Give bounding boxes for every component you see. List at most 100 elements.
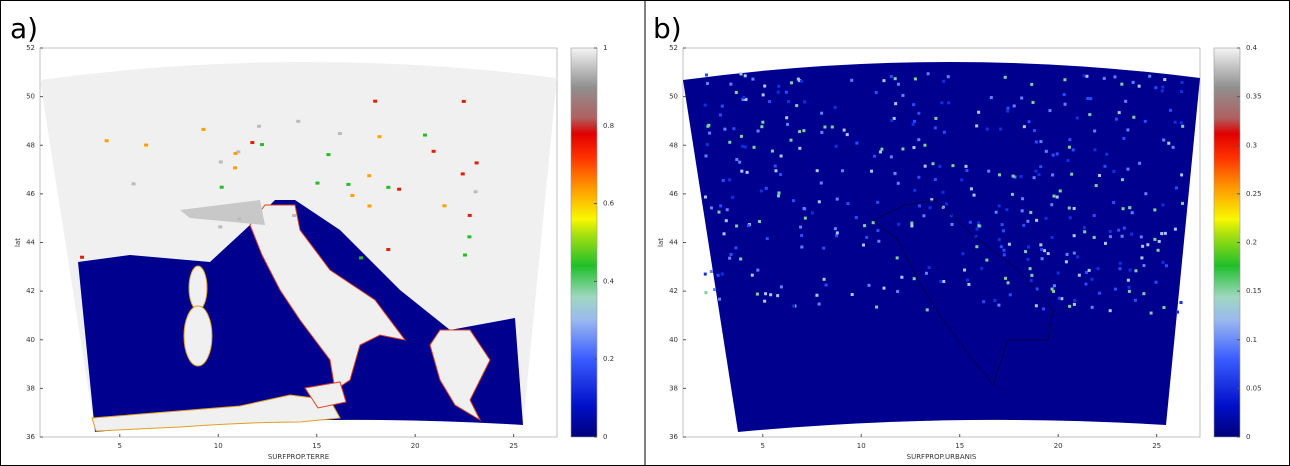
urban-pixel [1039, 243, 1043, 247]
y-axis-label: lat [657, 238, 665, 247]
urban-pixel [924, 271, 928, 275]
urban-pixel [1058, 189, 1062, 193]
urban-pixel [1098, 173, 1102, 177]
land-pixel [326, 153, 331, 157]
colorbar-tick-label: 0.1 [1246, 336, 1257, 344]
urban-pixel [721, 178, 725, 182]
urban-pixel [997, 204, 1001, 208]
urban-pixel [875, 305, 879, 309]
urban-pixel [842, 128, 846, 132]
urban-pixel [1011, 174, 1015, 178]
urban-pixel [773, 164, 777, 168]
y-tick-label: 48 [669, 141, 678, 149]
urban-pixel [704, 291, 708, 295]
land-pixel [373, 99, 378, 103]
urban-pixel [744, 97, 748, 101]
urban-pixel [1057, 296, 1061, 300]
urban-pixel [789, 138, 793, 142]
urban-pixel [926, 72, 930, 76]
urban-pixel [1140, 256, 1144, 260]
land-pixel [236, 150, 241, 154]
y-tick-label: 46 [26, 190, 35, 198]
urban-pixel [901, 93, 905, 97]
urban-pixel [1037, 173, 1041, 177]
x-axis-label: SURFPROP.URBANIS [907, 453, 977, 461]
urban-pixel [1124, 99, 1128, 103]
urban-pixel [1090, 305, 1094, 309]
urban-pixel [777, 191, 781, 195]
urban-pixel [1142, 292, 1146, 296]
land-pixel [442, 204, 447, 208]
urban-pixel [787, 100, 791, 104]
urban-pixel [911, 122, 915, 126]
urban-pixel [1180, 173, 1184, 177]
urban-pixel [1046, 252, 1050, 256]
urban-pixel [940, 101, 944, 105]
urban-pixel [1093, 148, 1097, 152]
urban-pixel [741, 144, 745, 148]
urban-pixel [740, 169, 744, 173]
urban-pixel [1167, 141, 1171, 145]
urban-pixel [819, 181, 823, 185]
urban-pixel [934, 116, 938, 120]
urban-pixel [1108, 235, 1112, 239]
urban-pixel [770, 149, 774, 153]
urban-pixel [980, 266, 984, 270]
land-pixel [350, 193, 355, 197]
y-tick-label: 42 [26, 287, 35, 295]
urban-pixel [718, 113, 722, 117]
colorbar-tick-label: 0 [1246, 433, 1250, 441]
colorbar-tick-label: 0.25 [1246, 190, 1262, 198]
urban-pixel [1005, 208, 1009, 212]
panel: b) 5 10 15 20 25 36 38 40 42 44 46 48 50 52 SURFPROP.UR… [653, 12, 1262, 461]
urban-pixel [739, 72, 743, 76]
urban-pixel [982, 300, 986, 304]
urban-pixel [1010, 192, 1014, 196]
x-tick-label: 20 [411, 442, 420, 450]
urban-pixel [1161, 260, 1165, 264]
urban-pixel [1050, 287, 1054, 291]
urban-pixel [735, 224, 739, 228]
urban-pixel [862, 243, 866, 247]
urban-pixel [942, 130, 946, 134]
y-tick-label: 48 [26, 141, 35, 149]
urban-pixel [889, 74, 893, 78]
urban-pixel [1073, 298, 1077, 302]
panel: a)5 10 15 20 25363840424446485052SURFPROP.TE… [10, 12, 615, 461]
urban-pixel [779, 154, 783, 158]
urban-pixel [1072, 302, 1076, 306]
urban-pixel [1076, 255, 1080, 259]
urban-pixel [960, 178, 964, 182]
urban-pixel [944, 202, 948, 206]
urban-pixel [713, 288, 717, 292]
urban-pixel [1020, 209, 1024, 213]
urban-pixel [975, 227, 979, 231]
coastline [872, 199, 1054, 386]
urban-pixel [855, 141, 859, 145]
urban-pixel [1134, 269, 1138, 273]
urban-pixel [729, 82, 733, 86]
urban-pixel [742, 95, 746, 99]
urban-pixel [910, 224, 914, 228]
urban-pixel [1132, 115, 1136, 119]
africa [91, 394, 341, 432]
urban-pixel [938, 164, 942, 168]
urban-pixel [1070, 172, 1074, 176]
urban-pixel [917, 204, 921, 208]
urban-pixel [803, 216, 807, 220]
urban-pixel [724, 219, 728, 223]
urban-pixel [791, 199, 795, 203]
urban-pixel [1013, 175, 1017, 179]
urban-pixel [1075, 116, 1079, 120]
urban-pixel [728, 140, 732, 144]
land-pixel [250, 141, 255, 145]
x-tick-label: 25 [509, 442, 518, 450]
urban-pixel [923, 164, 927, 168]
urban-pixel [912, 146, 916, 150]
urban-pixel [1063, 102, 1067, 106]
colorbar-tick-label: 0.3 [1246, 141, 1257, 149]
urban-pixel [731, 195, 735, 199]
urban-pixel [1044, 149, 1048, 153]
urban-pixel [1163, 231, 1167, 235]
urban-pixel [1096, 267, 1100, 271]
